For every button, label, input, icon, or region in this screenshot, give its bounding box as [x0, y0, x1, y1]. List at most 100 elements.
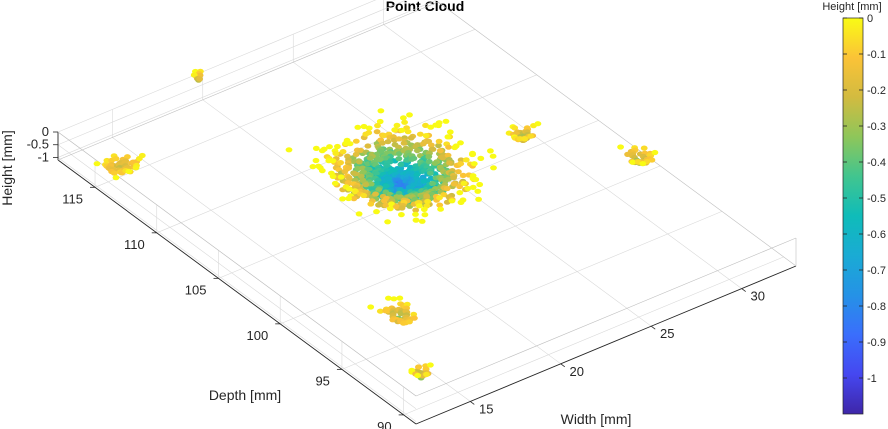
z-tick-label: 0	[42, 124, 49, 139]
data-point	[331, 180, 339, 186]
data-point	[450, 175, 457, 181]
y-tick-label: 115	[62, 191, 83, 206]
grid-line-y	[94, 29, 476, 188]
grid-line-x	[293, 61, 652, 327]
data-point	[377, 108, 385, 114]
data-point	[477, 155, 485, 161]
data-point	[395, 136, 403, 142]
data-point	[460, 180, 468, 186]
data-point	[373, 209, 380, 215]
grid-line-y	[341, 211, 723, 370]
data-point	[372, 191, 379, 197]
data-point	[337, 160, 344, 166]
data-point	[367, 181, 375, 187]
box-edge	[415, 237, 797, 397]
data-point	[352, 151, 360, 157]
grid-line-z-back	[57, 0, 377, 133]
data-point	[379, 140, 386, 146]
data-point	[475, 196, 482, 202]
data-point	[352, 138, 360, 144]
data-point	[375, 202, 382, 208]
data-point	[135, 156, 143, 162]
data-point	[527, 133, 535, 139]
data-point	[490, 165, 497, 171]
data-point	[403, 301, 411, 307]
data-point	[436, 202, 444, 208]
data-point	[420, 206, 428, 212]
x-tick-mark	[741, 288, 746, 292]
data-point	[414, 147, 421, 154]
z-axis-label: Height [mm]	[0, 130, 15, 205]
data-point	[329, 173, 337, 179]
data-point	[285, 147, 293, 153]
data-point	[651, 149, 659, 156]
data-point	[345, 195, 352, 202]
data-point	[376, 157, 384, 163]
data-point	[435, 122, 442, 129]
data-point	[435, 142, 442, 149]
colorbar-tick-label: -0.2	[867, 85, 886, 97]
data-point	[429, 146, 437, 152]
grid-line-y	[156, 74, 537, 234]
data-point	[124, 154, 131, 160]
grid-line-y	[280, 165, 661, 325]
data-point	[476, 181, 484, 188]
tick-labels: 15 20 25 30 90 95 100 105 110 115 0-0.5-1	[27, 124, 765, 429]
grid-line-y	[403, 256, 784, 416]
x-tick-label: 30	[750, 289, 764, 304]
data-point	[132, 165, 140, 171]
data-point	[414, 372, 422, 379]
data-point	[358, 173, 365, 179]
x-tick-label: 15	[479, 401, 493, 416]
data-point	[459, 172, 467, 178]
data-point	[355, 159, 363, 165]
data-point	[397, 161, 405, 168]
data-point	[469, 151, 476, 158]
data-point	[339, 149, 347, 155]
data-point	[360, 123, 368, 130]
data-point	[472, 176, 480, 183]
data-point	[428, 142, 435, 148]
data-point	[391, 127, 399, 133]
data-point	[411, 315, 418, 321]
data-point	[312, 145, 320, 151]
data-point	[359, 165, 366, 171]
colorbar-tick-label: 0	[867, 13, 873, 25]
data-point	[457, 161, 465, 167]
colorbar-tick-label: -1	[867, 373, 877, 385]
y-tick-label: 105	[185, 282, 207, 297]
data-point	[373, 129, 381, 135]
data-point	[443, 185, 451, 192]
data-point	[534, 121, 542, 127]
chart-title: Point Cloud	[386, 0, 465, 14]
data-point	[421, 212, 429, 218]
data-point	[344, 180, 352, 186]
data-point	[462, 157, 470, 163]
y-tick-label: 90	[377, 419, 391, 429]
colorbar-tick-label: -0.5	[867, 193, 886, 205]
z-tick-label: -1	[37, 149, 49, 164]
data-point	[436, 195, 443, 201]
data-point	[376, 308, 384, 314]
data-point	[372, 170, 380, 176]
colorbar-gradient	[842, 17, 864, 415]
data-point	[448, 198, 456, 204]
data-point	[93, 161, 101, 167]
data-point	[456, 190, 464, 196]
data-point	[341, 168, 349, 174]
point-markers	[93, 68, 659, 381]
data-point	[112, 175, 120, 181]
data-point	[407, 135, 415, 141]
data-point	[355, 211, 363, 217]
data-point	[444, 134, 452, 140]
data-point	[384, 219, 391, 225]
data-point	[445, 144, 452, 150]
grid-line-x	[383, 24, 742, 289]
data-point	[397, 311, 405, 317]
data-point	[422, 366, 430, 372]
x-tick-mark	[560, 363, 566, 368]
data-point	[398, 127, 406, 133]
data-point	[339, 196, 346, 202]
data-point	[393, 122, 401, 128]
